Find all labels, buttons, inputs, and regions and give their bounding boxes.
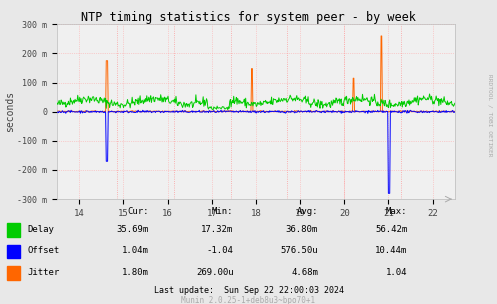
Text: 17.32m: 17.32m xyxy=(201,225,234,234)
Text: 1.80m: 1.80m xyxy=(122,268,149,277)
Text: Last update:  Sun Sep 22 22:00:03 2024: Last update: Sun Sep 22 22:00:03 2024 xyxy=(154,286,343,295)
Text: Offset: Offset xyxy=(27,246,60,255)
Text: 36.80m: 36.80m xyxy=(286,225,318,234)
Text: 1.04: 1.04 xyxy=(386,268,408,277)
Text: Delay: Delay xyxy=(27,225,54,234)
Text: 269.00u: 269.00u xyxy=(196,268,234,277)
Text: NTP timing statistics for system peer - by week: NTP timing statistics for system peer - … xyxy=(81,11,416,24)
Text: Max:: Max: xyxy=(386,207,408,216)
Text: 35.69m: 35.69m xyxy=(117,225,149,234)
Text: 1.04m: 1.04m xyxy=(122,246,149,255)
Text: Avg:: Avg: xyxy=(297,207,318,216)
Text: RRDTOOL / TOBI OETIKER: RRDTOOL / TOBI OETIKER xyxy=(487,74,492,157)
Text: 10.44m: 10.44m xyxy=(375,246,408,255)
Text: -1.04: -1.04 xyxy=(207,246,234,255)
Y-axis label: seconds: seconds xyxy=(4,91,14,132)
Text: Min:: Min: xyxy=(212,207,234,216)
Text: 56.42m: 56.42m xyxy=(375,225,408,234)
Text: Jitter: Jitter xyxy=(27,268,60,277)
Text: 576.50u: 576.50u xyxy=(280,246,318,255)
Text: Cur:: Cur: xyxy=(128,207,149,216)
Text: Munin 2.0.25-1+deb8u3~bpo70+1: Munin 2.0.25-1+deb8u3~bpo70+1 xyxy=(181,296,316,304)
Text: 4.68m: 4.68m xyxy=(291,268,318,277)
